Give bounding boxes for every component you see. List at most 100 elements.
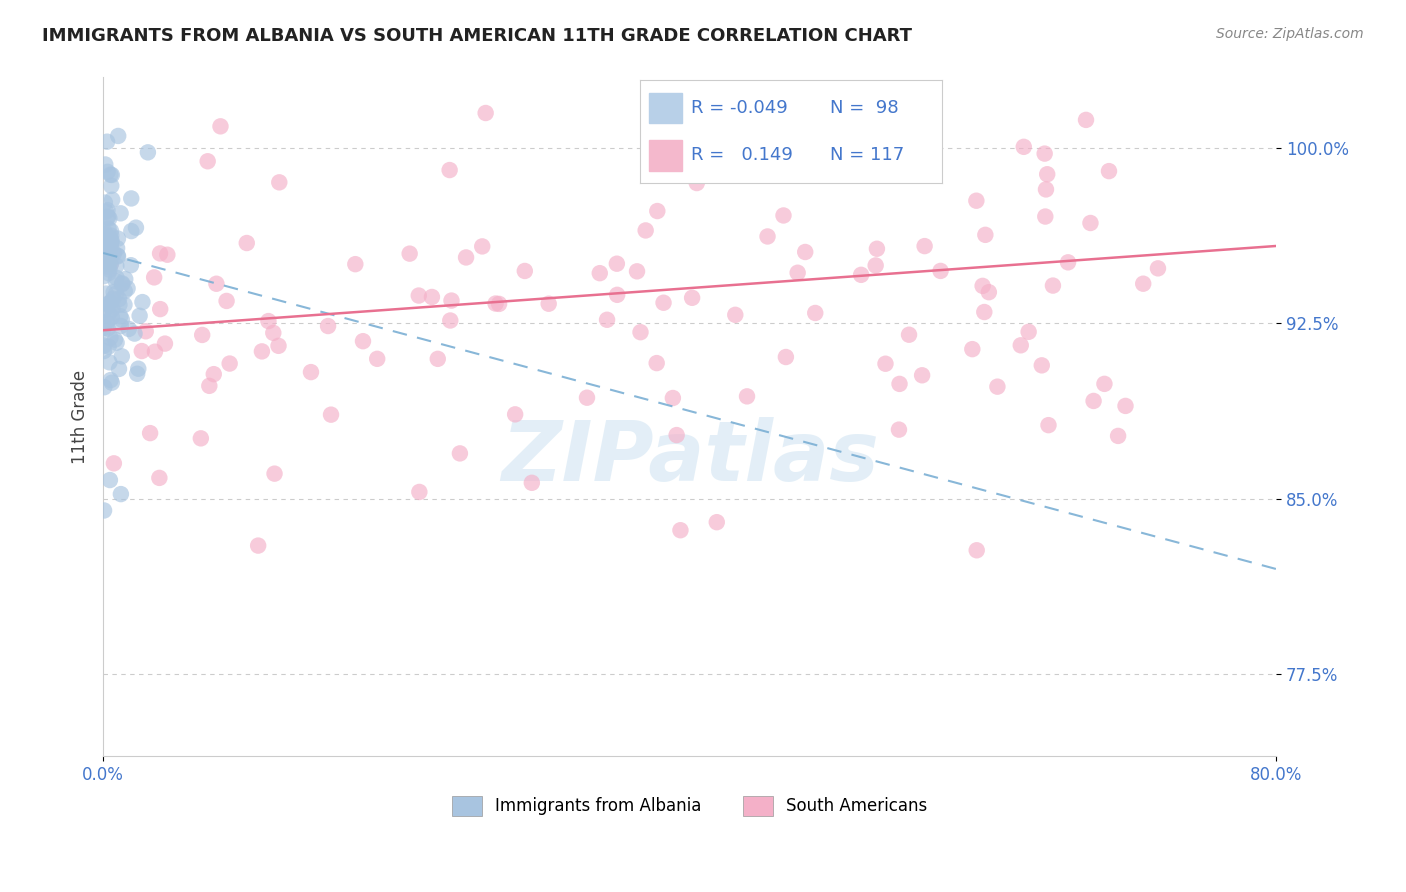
Point (972, 278, 994, 293)
Point (1018, 325, 1040, 339)
Point (108, 362, 131, 376)
Point (352, 334, 374, 349)
Point (1042, 278, 1064, 293)
Point (143, 270, 166, 285)
Point (100, 373, 122, 387)
Text: IMMIGRANTS FROM ALBANIA VS SOUTH AMERICAN 11TH GRADE CORRELATION CHART: IMMIGRANTS FROM ALBANIA VS SOUTH AMERICA… (42, 27, 912, 45)
Point (426, 351, 449, 366)
Point (153, 336, 176, 351)
Point (120, 191, 142, 205)
Point (247, 539, 270, 553)
Point (103, 456, 125, 470)
Point (93, 244, 115, 258)
Point (100, 168, 122, 182)
Point (93, 344, 115, 359)
Point (669, 523, 692, 537)
Point (97, 307, 120, 321)
Point (537, 297, 560, 311)
Point (139, 426, 162, 441)
Point (269, 175, 291, 189)
Point (804, 306, 827, 320)
Point (107, 128, 129, 143)
Point (439, 313, 461, 327)
Point (94, 302, 117, 317)
Point (887, 423, 910, 437)
Point (209, 120, 232, 134)
Point (98, 295, 121, 310)
Point (96, 243, 118, 257)
Point (1033, 146, 1056, 161)
Text: ZIPatlas: ZIPatlas (501, 417, 879, 498)
Point (98, 331, 121, 345)
Point (103, 246, 125, 260)
Point (681, 291, 703, 305)
Point (849, 268, 872, 282)
Point (96, 297, 118, 311)
Text: N =  98: N = 98 (830, 99, 898, 117)
Point (889, 376, 911, 391)
Point (110, 487, 132, 501)
Point (439, 163, 461, 178)
Point (267, 339, 290, 353)
Y-axis label: 11th Grade: 11th Grade (72, 370, 89, 464)
Point (96, 317, 118, 331)
Text: R =   0.149: R = 0.149 (692, 146, 793, 164)
Point (606, 257, 628, 271)
Point (93, 338, 115, 352)
Point (1132, 277, 1154, 291)
Point (1098, 164, 1121, 178)
Text: R = -0.049: R = -0.049 (692, 99, 787, 117)
Point (94, 257, 117, 271)
Point (756, 229, 779, 244)
Point (107, 249, 129, 263)
Point (114, 298, 136, 312)
Point (471, 239, 494, 253)
Point (94, 195, 117, 210)
Point (1114, 399, 1136, 413)
Point (96, 235, 118, 249)
Point (197, 154, 219, 169)
Point (1036, 167, 1059, 181)
Point (101, 193, 124, 207)
Point (96, 135, 118, 149)
Point (114, 284, 136, 298)
Point (775, 350, 797, 364)
Point (97, 221, 120, 235)
Point (100, 235, 122, 250)
Point (866, 242, 889, 256)
Point (100, 224, 122, 238)
Point (454, 251, 477, 265)
Point (97, 260, 120, 274)
Point (772, 209, 794, 223)
Point (647, 204, 669, 219)
Point (125, 220, 148, 235)
Point (94, 157, 117, 171)
Point (202, 367, 225, 381)
Point (484, 296, 506, 310)
Point (101, 168, 124, 182)
Point (440, 293, 463, 308)
Point (96, 203, 118, 218)
Point (98, 298, 121, 312)
Point (100, 257, 122, 271)
Point (420, 290, 443, 304)
Point (94, 286, 117, 301)
Point (408, 288, 430, 302)
Point (1012, 140, 1035, 154)
Point (914, 239, 936, 253)
Point (449, 446, 471, 460)
Point (1031, 359, 1053, 373)
Point (98, 262, 121, 277)
Point (131, 295, 153, 310)
Point (127, 367, 149, 381)
Point (97, 340, 120, 354)
Point (606, 288, 628, 302)
Point (104, 333, 127, 347)
Text: N = 117: N = 117 (830, 146, 904, 164)
Point (575, 391, 598, 405)
FancyBboxPatch shape (648, 93, 682, 123)
Point (929, 264, 952, 278)
Point (965, 194, 987, 208)
Point (98, 473, 121, 487)
Point (149, 302, 172, 317)
